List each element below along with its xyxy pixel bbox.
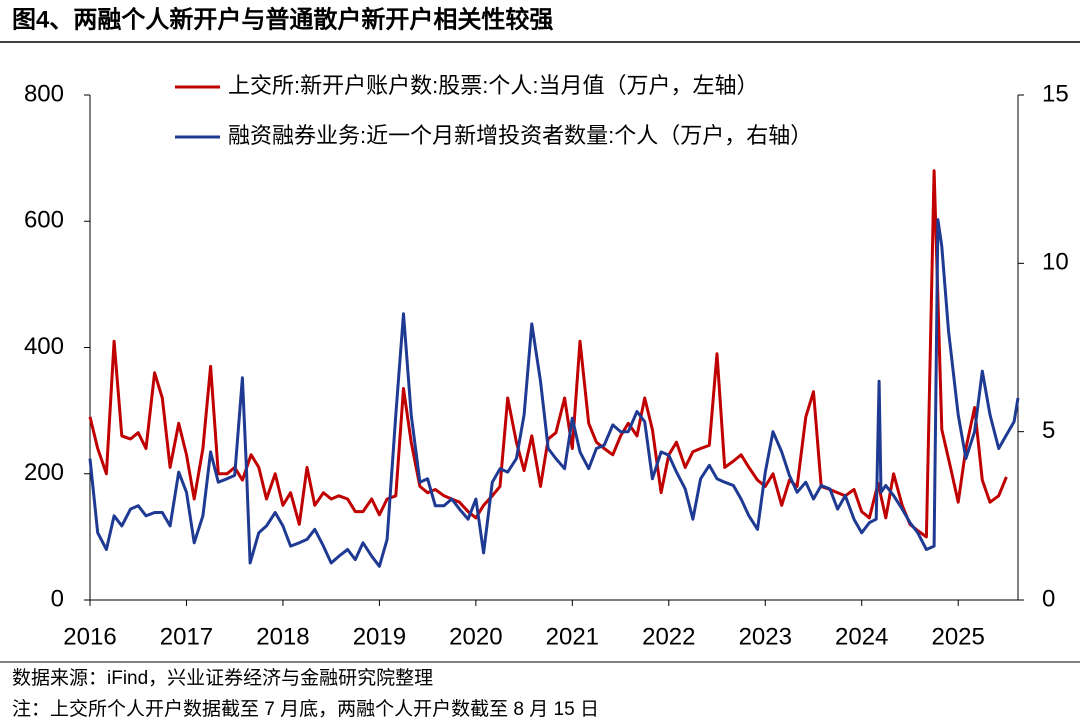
y2-tick-label: 15 <box>1042 80 1069 107</box>
x-tick-label: 2021 <box>546 623 599 650</box>
series-line <box>88 169 1008 539</box>
chart-title: 图4、两融个人新开户与普通散户新开户相关性较强 <box>12 5 553 33</box>
x-tick-label: 2019 <box>353 623 406 650</box>
y2-tick-label: 10 <box>1042 249 1069 276</box>
legend-label: 融资融券业务:近一个月新增投资者数量:个人（万户，右轴） <box>228 123 812 148</box>
x-tick-label: 2018 <box>256 623 309 650</box>
y-tick-label: 400 <box>24 333 64 360</box>
x-tick-label: 2022 <box>642 623 695 650</box>
x-tick-label: 2024 <box>835 623 888 650</box>
x-tick-label: 2025 <box>931 623 984 650</box>
y-tick-label: 200 <box>24 459 64 486</box>
footnote: 注：上交所个人开户数据截至 7 月底，两融个人开户数截至 8 月 15 日 <box>12 698 599 720</box>
y2-tick-label: 0 <box>1042 585 1055 612</box>
x-tick-label: 2020 <box>449 623 502 650</box>
x-tick-label: 2023 <box>739 623 792 650</box>
legend-label: 上交所:新开户账户数:股票:个人:当月值（万户，左轴） <box>228 73 758 98</box>
y2-tick-label: 5 <box>1042 417 1055 444</box>
y-tick-label: 600 <box>24 207 64 234</box>
source-note: 数据来源：iFind，兴业证券经济与金融研究院整理 <box>12 667 433 689</box>
x-tick-label: 2017 <box>160 623 213 650</box>
series-line <box>88 218 1020 568</box>
y-tick-label: 0 <box>51 585 64 612</box>
y-tick-label: 800 <box>24 80 64 107</box>
x-tick-label: 2016 <box>63 623 116 650</box>
